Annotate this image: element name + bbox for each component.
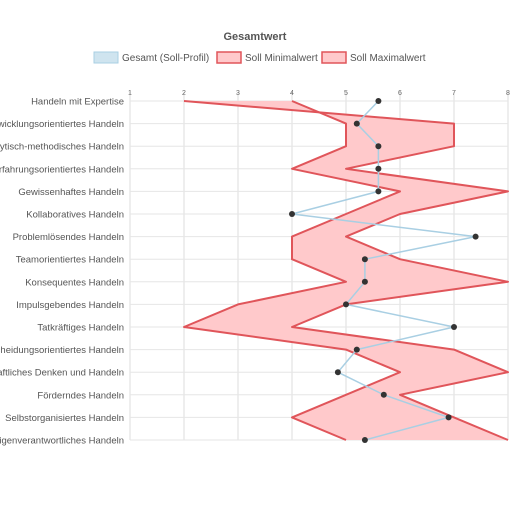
soll-profil-point: [361, 278, 368, 285]
soll-profil-point: [375, 165, 382, 172]
soll-profil-series: [289, 98, 479, 443]
x-tick-label: 6: [398, 90, 402, 97]
soll-profil-point: [361, 256, 368, 263]
category-label: Kollaboratives Handeln: [26, 210, 124, 221]
soll-profil-point: [361, 437, 368, 443]
category-label: Konsequentes Handeln: [25, 277, 124, 288]
x-axis-ticks: 1 2 3 4 5 6 7 8: [128, 90, 510, 97]
x-tick-label: 1: [128, 90, 132, 97]
soll-profil-point: [343, 301, 349, 308]
legend: Gesamt (Soll-Profil) Soll Minimalwert So…: [93, 51, 426, 64]
category-label: Gewissenhaftes Handeln: [18, 187, 124, 198]
y-axis-labels: Handeln mit Expertise Entwicklungsorienti…: [0, 97, 124, 447]
soll-profil-point: [375, 143, 382, 150]
min-line: [183, 100, 401, 441]
category-label: Entwicklungsorientiertes Handeln: [0, 119, 124, 130]
category-label: Eigenverantwortliches Handeln: [0, 436, 124, 447]
max-line: [183, 100, 509, 441]
legend-swatch-gesamt: [93, 51, 119, 64]
legend-swatch-max: [321, 51, 347, 64]
soll-profil-point: [353, 120, 360, 127]
soll-profil-line: [291, 100, 476, 441]
soll-profil-point: [445, 414, 452, 421]
min-max-band: [183, 100, 509, 441]
category-label: Selbstorganisiertes Handeln: [5, 413, 124, 424]
soll-profil-point: [380, 391, 387, 398]
legend-label-max: Soll Maximalwert: [350, 53, 426, 64]
soll-profil-point: [451, 324, 457, 330]
x-tick-label: 8: [506, 90, 510, 97]
soll-profil-point: [353, 346, 360, 353]
x-tick-label: 4: [290, 90, 294, 97]
legend-label-gesamt: Gesamt (Soll-Profil): [122, 53, 209, 64]
category-label: Förderndes Handeln: [37, 390, 124, 401]
soll-profil-point: [472, 233, 479, 240]
category-label: Teamorientiertes Handeln: [16, 255, 124, 266]
category-label: Impulsgebendes Handeln: [16, 300, 124, 311]
x-tick-label: 2: [182, 90, 186, 97]
soll-profil-point: [375, 188, 382, 195]
x-tick-label: 7: [452, 90, 456, 97]
legend-swatch-min: [216, 51, 242, 64]
chart-title: Gesamtwert: [224, 31, 287, 43]
x-tick-label: 5: [344, 90, 348, 97]
category-label: Entscheidungsorientiertes Handeln: [0, 345, 124, 356]
category-label: Problemlösendes Handeln: [13, 232, 124, 243]
soll-profil-point: [289, 211, 295, 217]
category-label: Analytisch-methodisches Handeln: [0, 142, 124, 153]
soll-profil-point: [334, 369, 341, 376]
category-label: Erfahrungsorientiertes Handeln: [0, 164, 124, 175]
x-tick-label: 3: [236, 90, 240, 97]
category-label: Tatkräftiges Handeln: [37, 323, 124, 334]
legend-label-min: Soll Minimalwert: [245, 53, 318, 64]
category-label: Handeln mit Expertise: [31, 97, 124, 108]
category-label: Unternehmerisches/Wirtschaftliches Denke…: [0, 368, 124, 379]
min-max-band-fill: [184, 101, 508, 440]
soll-profil-point: [375, 98, 382, 104]
